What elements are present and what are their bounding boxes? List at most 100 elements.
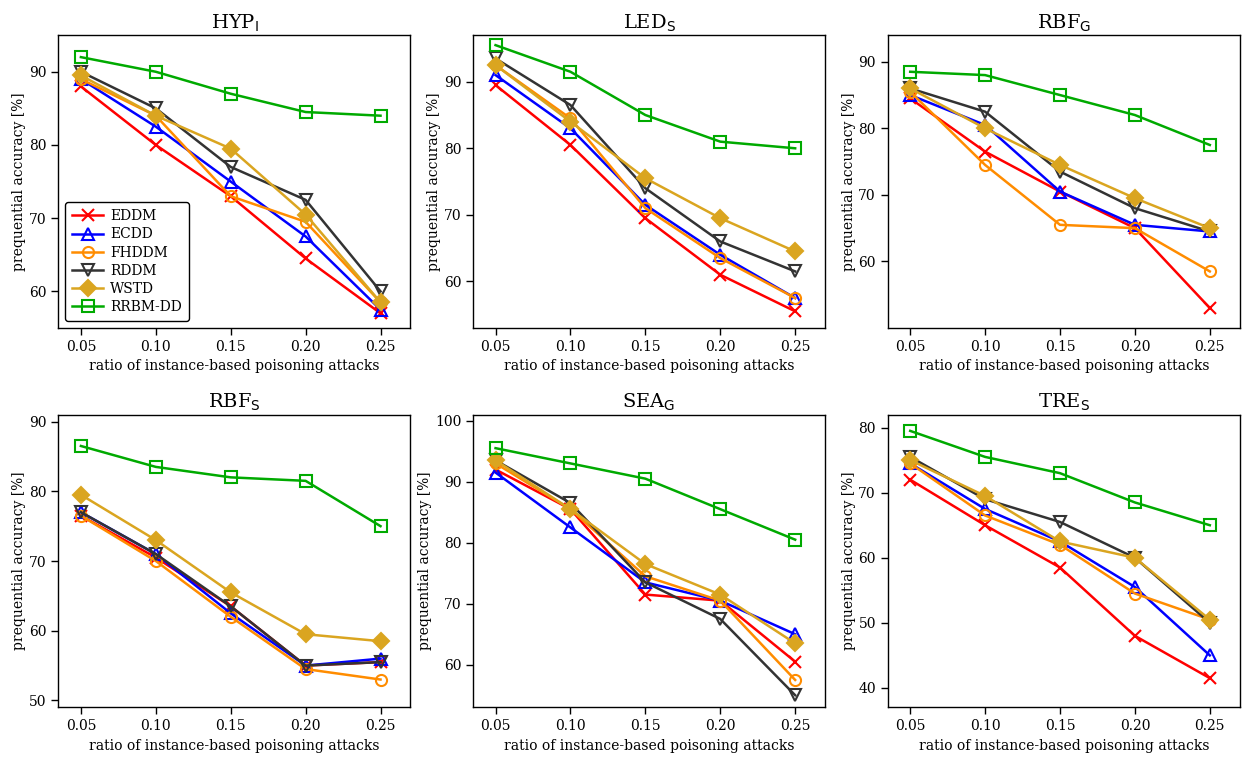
EDDM xyxy=(74,511,89,520)
RDDM xyxy=(488,54,503,63)
WSTD xyxy=(488,60,503,70)
RDDM xyxy=(488,456,503,465)
RRBM-DD xyxy=(712,137,727,146)
ECDD xyxy=(223,177,238,186)
Line: RDDM: RDDM xyxy=(490,53,801,277)
Line: RRBM-DD: RRBM-DD xyxy=(905,67,1216,151)
RDDM xyxy=(637,184,652,193)
ECDD xyxy=(563,522,578,532)
FHDDM xyxy=(373,675,388,684)
FHDDM xyxy=(74,74,89,83)
EDDM xyxy=(903,94,918,103)
RRBM-DD xyxy=(903,426,918,435)
WSTD xyxy=(637,559,652,568)
RDDM xyxy=(903,84,918,93)
RRBM-DD xyxy=(788,144,803,153)
X-axis label: ratio of instance-based poisoning attacks: ratio of instance-based poisoning attack… xyxy=(919,360,1209,373)
RRBM-DD xyxy=(1053,469,1068,478)
FHDDM xyxy=(978,161,993,170)
RDDM xyxy=(788,267,803,276)
FHDDM xyxy=(903,87,918,96)
RDDM xyxy=(1053,517,1068,526)
FHDDM xyxy=(223,191,238,200)
Line: FHDDM: FHDDM xyxy=(905,458,1216,625)
ECDD xyxy=(637,200,652,210)
RRBM-DD xyxy=(1127,110,1142,119)
EDDM xyxy=(148,141,163,150)
RDDM xyxy=(298,195,313,204)
X-axis label: ratio of instance-based poisoning attacks: ratio of instance-based poisoning attack… xyxy=(503,360,794,373)
RDDM xyxy=(1053,167,1068,176)
WSTD xyxy=(148,536,163,545)
RDDM xyxy=(1127,203,1142,213)
RRBM-DD xyxy=(298,477,313,486)
RRBM-DD xyxy=(223,473,238,482)
RDDM xyxy=(298,661,313,670)
RRBM-DD xyxy=(488,41,503,50)
FHDDM xyxy=(788,675,803,685)
ECDD xyxy=(488,468,503,477)
RRBM-DD xyxy=(712,505,727,514)
WSTD xyxy=(1202,615,1217,624)
FHDDM xyxy=(563,114,578,123)
Line: EDDM: EDDM xyxy=(905,93,1216,314)
WSTD xyxy=(74,490,89,500)
EDDM xyxy=(373,309,388,318)
WSTD xyxy=(978,491,993,500)
EDDM xyxy=(978,147,993,156)
FHDDM xyxy=(788,294,803,303)
ECDD xyxy=(298,661,313,670)
Line: WSTD: WSTD xyxy=(905,454,1216,625)
EDDM xyxy=(1127,223,1142,233)
Line: ECDD: ECDD xyxy=(75,73,386,315)
RRBM-DD xyxy=(788,535,803,544)
FHDDM xyxy=(1053,220,1068,230)
EDDM xyxy=(298,661,313,670)
Line: EDDM: EDDM xyxy=(905,474,1216,684)
Line: FHDDM: FHDDM xyxy=(490,458,801,685)
RDDM xyxy=(223,602,238,611)
WSTD xyxy=(563,505,578,514)
FHDDM xyxy=(978,511,993,520)
WSTD xyxy=(978,124,993,133)
FHDDM xyxy=(298,217,313,226)
ECDD xyxy=(903,90,918,99)
ECDD xyxy=(978,504,993,513)
FHDDM xyxy=(1202,615,1217,624)
WSTD xyxy=(298,630,313,639)
RRBM-DD xyxy=(903,67,918,76)
Y-axis label: prequential accuracy [%]: prequential accuracy [%] xyxy=(427,93,441,271)
EDDM xyxy=(1202,673,1217,682)
EDDM xyxy=(637,590,652,599)
RDDM xyxy=(74,508,89,517)
Title: RBF$_\mathsf{G}$: RBF$_\mathsf{G}$ xyxy=(1037,12,1090,34)
EDDM xyxy=(712,596,727,605)
Line: RRBM-DD: RRBM-DD xyxy=(75,441,386,532)
X-axis label: ratio of instance-based poisoning attacks: ratio of instance-based poisoning attack… xyxy=(503,739,794,753)
ECDD xyxy=(373,305,388,314)
ECDD xyxy=(1053,187,1068,196)
FHDDM xyxy=(74,511,89,520)
RDDM xyxy=(788,691,803,700)
RRBM-DD xyxy=(563,459,578,468)
ECDD xyxy=(298,232,313,241)
RDDM xyxy=(712,237,727,246)
EDDM xyxy=(1053,187,1068,196)
FHDDM xyxy=(903,459,918,468)
ECDD xyxy=(788,630,803,639)
EDDM xyxy=(788,307,803,316)
X-axis label: ratio of instance-based poisoning attacks: ratio of instance-based poisoning attack… xyxy=(919,739,1209,753)
ECDD xyxy=(1127,220,1142,230)
FHDDM xyxy=(712,253,727,262)
RRBM-DD xyxy=(1127,498,1142,507)
FHDDM xyxy=(1127,223,1142,233)
Line: ECDD: ECDD xyxy=(75,506,386,671)
WSTD xyxy=(1202,223,1217,233)
Line: RRBM-DD: RRBM-DD xyxy=(490,443,801,545)
ECDD xyxy=(712,596,727,605)
Line: WSTD: WSTD xyxy=(75,70,386,308)
RRBM-DD xyxy=(373,111,388,120)
WSTD xyxy=(148,111,163,120)
RDDM xyxy=(637,578,652,587)
FHDDM xyxy=(148,111,163,120)
